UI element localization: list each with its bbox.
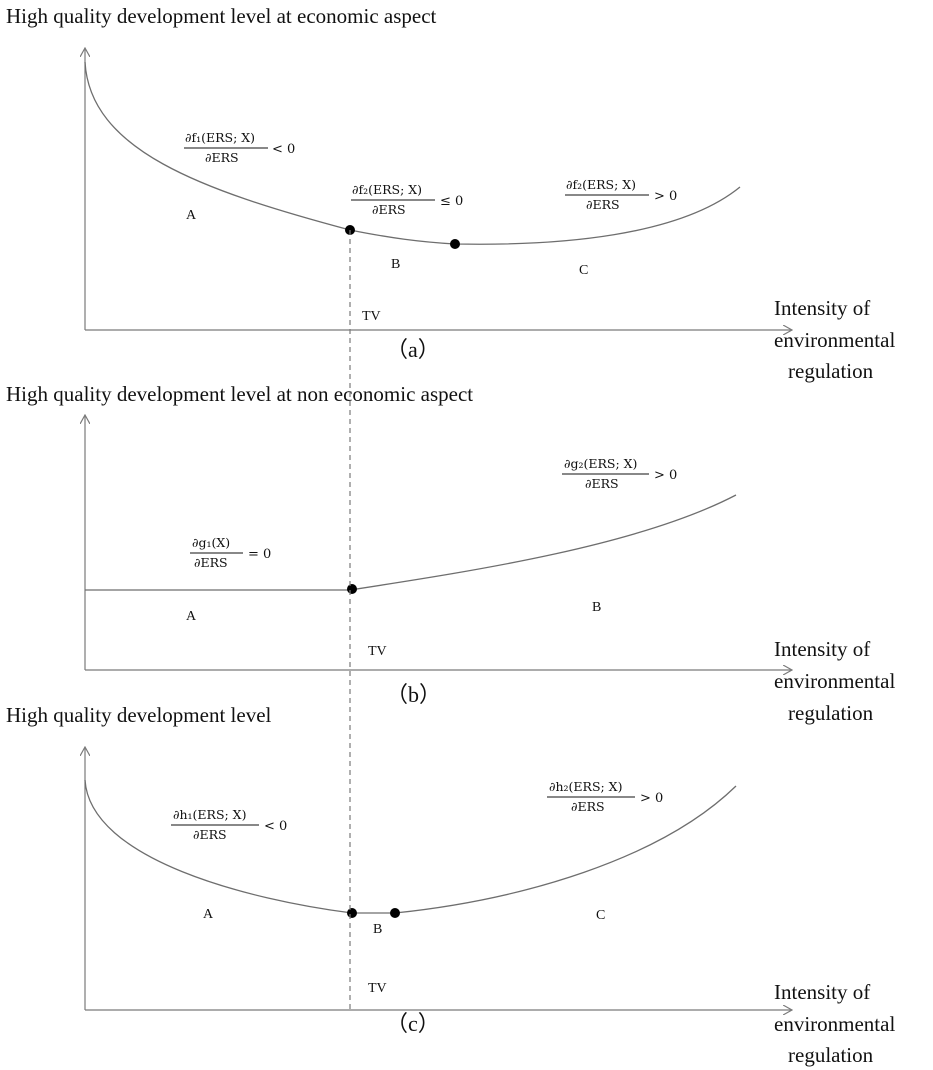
panel-c-caption: （c） xyxy=(386,1011,440,1036)
panel-b-rising-segment xyxy=(349,494,737,591)
svg-text:∂h₂(ERS; X): ∂h₂(ERS; X) xyxy=(549,779,622,794)
panel-b-threshold-point xyxy=(347,584,357,594)
svg-text:> 0: > 0 xyxy=(654,189,677,204)
svg-text:∂ERS: ∂ERS xyxy=(586,197,620,212)
svg-text:∂ERS: ∂ERS xyxy=(571,799,605,814)
panel-a-region-A: A xyxy=(186,208,197,223)
svg-text:> 0: > 0 xyxy=(654,468,677,483)
panel-a-minimum-point xyxy=(450,239,460,249)
panel-a-curve xyxy=(84,61,741,245)
panel-c-region-A: A xyxy=(203,907,214,922)
panel-a-tv-label: TV xyxy=(362,309,381,324)
svg-text:∂g₁(X): ∂g₁(X) xyxy=(192,535,230,550)
svg-text:∂ERS: ∂ERS xyxy=(372,202,406,217)
svg-text:> 0: > 0 xyxy=(640,791,663,806)
svg-text:∂ERS: ∂ERS xyxy=(194,555,228,570)
panel-b-x-axis-label: Intensity of environmental regulation xyxy=(774,637,901,725)
panel-c-title: High quality development level xyxy=(6,703,272,727)
panel-c-formula-1: ∂h₁(ERS; X) ∂ERS < 0 xyxy=(171,807,287,842)
svg-text:∂ERS: ∂ERS xyxy=(205,150,239,165)
panel-c-curve xyxy=(84,779,737,914)
panel-a-region-B: B xyxy=(391,257,400,272)
svg-text:∂g₂(ERS; X): ∂g₂(ERS; X) xyxy=(564,456,637,471)
panel-a-x-axis-label: Intensity of environmental regulation xyxy=(774,296,901,383)
panel-b-region-B: B xyxy=(592,600,601,615)
panel-a-formula-1: ∂f₁(ERS; X) ∂ERS < 0 xyxy=(184,130,295,165)
panel-a: High quality development level at econom… xyxy=(6,4,901,383)
panel-a-title: High quality development level at econom… xyxy=(6,4,437,28)
panel-c-tv-label: TV xyxy=(368,981,387,996)
panel-c-x-axis-label: Intensity of environmental regulation xyxy=(774,980,901,1067)
panel-b-caption: （b） xyxy=(386,682,441,707)
panel-b-formula-2: ∂g₂(ERS; X) ∂ERS > 0 xyxy=(562,456,677,491)
svg-text:∂f₂(ERS; X): ∂f₂(ERS; X) xyxy=(566,177,636,192)
svg-text:∂ERS: ∂ERS xyxy=(585,476,619,491)
svg-text:∂f₂(ERS; X): ∂f₂(ERS; X) xyxy=(352,182,422,197)
panel-a-region-C: C xyxy=(579,263,588,278)
panel-b-region-A: A xyxy=(186,609,197,624)
panel-a-formula-2: ∂f₂(ERS; X) ∂ERS ≤ 0 xyxy=(351,182,463,217)
panel-b: High quality development level at non ec… xyxy=(6,382,901,725)
panel-b-title: High quality development level at non ec… xyxy=(6,382,473,406)
panel-c-region-C: C xyxy=(596,908,605,923)
svg-text:≤ 0: ≤ 0 xyxy=(440,194,463,209)
panel-c-threshold-point xyxy=(347,908,357,918)
panel-b-tv-label: TV xyxy=(368,644,387,659)
svg-text:∂h₁(ERS; X): ∂h₁(ERS; X) xyxy=(173,807,246,822)
panel-c-second-point xyxy=(390,908,400,918)
svg-text:< 0: < 0 xyxy=(264,819,287,834)
panel-c: High quality development level A B C TV … xyxy=(6,703,901,1067)
panel-a-formula-3: ∂f₂(ERS; X) ∂ERS > 0 xyxy=(565,177,677,212)
panel-a-caption: （a） xyxy=(386,337,440,362)
panel-c-region-B: B xyxy=(373,922,382,937)
panel-b-formula-1: ∂g₁(X) ∂ERS = 0 xyxy=(190,535,271,570)
svg-text:∂ERS: ∂ERS xyxy=(193,827,227,842)
svg-text:∂f₁(ERS; X): ∂f₁(ERS; X) xyxy=(185,130,255,145)
panel-c-formula-2: ∂h₂(ERS; X) ∂ERS > 0 xyxy=(547,779,663,814)
svg-text:= 0: = 0 xyxy=(248,547,271,562)
svg-text:< 0: < 0 xyxy=(272,142,295,157)
